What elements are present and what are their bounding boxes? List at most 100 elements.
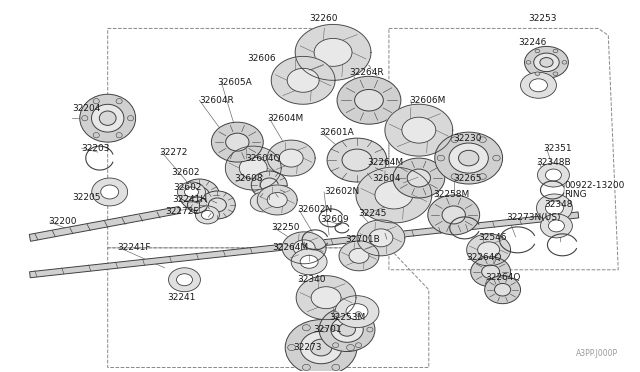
Polygon shape bbox=[296, 276, 356, 320]
Ellipse shape bbox=[540, 214, 572, 238]
Text: 32241H: 32241H bbox=[173, 195, 207, 205]
Ellipse shape bbox=[540, 58, 553, 67]
Ellipse shape bbox=[331, 317, 364, 342]
Ellipse shape bbox=[279, 149, 303, 167]
Ellipse shape bbox=[189, 187, 209, 203]
Ellipse shape bbox=[252, 171, 287, 199]
Text: 32273N(US): 32273N(US) bbox=[507, 214, 561, 222]
Ellipse shape bbox=[484, 276, 520, 304]
Polygon shape bbox=[295, 25, 371, 80]
Ellipse shape bbox=[93, 99, 99, 104]
Ellipse shape bbox=[407, 169, 431, 187]
Ellipse shape bbox=[200, 191, 236, 219]
Polygon shape bbox=[339, 241, 379, 271]
Text: 32348: 32348 bbox=[545, 201, 573, 209]
Text: 32264Q: 32264Q bbox=[467, 253, 502, 262]
Ellipse shape bbox=[367, 327, 373, 332]
Text: 32351: 32351 bbox=[543, 144, 572, 153]
Text: 00922-13200: 00922-13200 bbox=[564, 180, 625, 189]
Text: 32605A: 32605A bbox=[218, 78, 252, 87]
Polygon shape bbox=[29, 206, 180, 241]
Text: 32253: 32253 bbox=[529, 14, 557, 23]
Text: 32230: 32230 bbox=[454, 134, 482, 142]
Ellipse shape bbox=[285, 320, 357, 372]
Ellipse shape bbox=[520, 72, 556, 98]
Ellipse shape bbox=[451, 174, 458, 179]
Ellipse shape bbox=[202, 211, 213, 219]
Ellipse shape bbox=[562, 61, 567, 64]
Ellipse shape bbox=[339, 323, 355, 336]
Ellipse shape bbox=[534, 53, 559, 71]
Ellipse shape bbox=[93, 132, 99, 138]
Text: 32602N: 32602N bbox=[324, 187, 359, 196]
Text: 32265: 32265 bbox=[454, 173, 482, 183]
Ellipse shape bbox=[287, 68, 319, 92]
Ellipse shape bbox=[250, 192, 278, 212]
Ellipse shape bbox=[342, 149, 372, 171]
Ellipse shape bbox=[479, 137, 486, 142]
Text: 32264Q: 32264Q bbox=[486, 273, 521, 282]
Polygon shape bbox=[282, 232, 326, 264]
Ellipse shape bbox=[333, 312, 339, 317]
Ellipse shape bbox=[538, 163, 570, 187]
Text: 32604Q: 32604Q bbox=[245, 154, 281, 163]
Text: 32253M: 32253M bbox=[329, 313, 365, 322]
Text: 32601A: 32601A bbox=[319, 128, 354, 137]
Text: 32602N: 32602N bbox=[297, 205, 332, 214]
Ellipse shape bbox=[184, 187, 198, 197]
Ellipse shape bbox=[179, 179, 220, 211]
Ellipse shape bbox=[337, 76, 401, 124]
Text: 32241F: 32241F bbox=[118, 243, 151, 252]
Ellipse shape bbox=[535, 72, 540, 76]
Text: 32340: 32340 bbox=[297, 275, 326, 284]
Text: 32701: 32701 bbox=[313, 325, 342, 334]
Ellipse shape bbox=[293, 240, 315, 256]
Ellipse shape bbox=[116, 132, 122, 138]
Ellipse shape bbox=[355, 312, 362, 317]
Text: 32250: 32250 bbox=[271, 223, 300, 232]
Ellipse shape bbox=[168, 268, 200, 292]
Text: 32604M: 32604M bbox=[268, 114, 303, 123]
Ellipse shape bbox=[211, 122, 263, 162]
Ellipse shape bbox=[458, 150, 479, 166]
Text: 32264R: 32264R bbox=[349, 68, 383, 77]
Text: 32200: 32200 bbox=[48, 217, 76, 227]
Ellipse shape bbox=[535, 49, 540, 53]
Ellipse shape bbox=[482, 265, 500, 279]
Text: 32204: 32204 bbox=[72, 104, 100, 113]
Ellipse shape bbox=[303, 325, 310, 331]
Text: 32606M: 32606M bbox=[409, 96, 445, 105]
Text: 32348B: 32348B bbox=[536, 158, 571, 167]
Ellipse shape bbox=[260, 178, 278, 192]
Ellipse shape bbox=[477, 242, 500, 258]
Text: 32272E: 32272E bbox=[166, 208, 200, 217]
Ellipse shape bbox=[545, 169, 561, 181]
Text: 32272: 32272 bbox=[159, 148, 188, 157]
Ellipse shape bbox=[355, 90, 383, 111]
Text: 32260: 32260 bbox=[309, 14, 338, 23]
Ellipse shape bbox=[553, 72, 558, 76]
Text: 32604: 32604 bbox=[372, 173, 401, 183]
Polygon shape bbox=[467, 234, 511, 266]
Ellipse shape bbox=[347, 344, 355, 351]
Text: 32609: 32609 bbox=[320, 215, 349, 224]
Ellipse shape bbox=[526, 61, 531, 64]
Ellipse shape bbox=[495, 283, 511, 296]
Ellipse shape bbox=[310, 339, 332, 356]
Ellipse shape bbox=[116, 99, 122, 104]
Ellipse shape bbox=[82, 116, 88, 121]
Ellipse shape bbox=[92, 104, 124, 132]
Polygon shape bbox=[268, 140, 315, 176]
Text: 32245: 32245 bbox=[358, 209, 387, 218]
Ellipse shape bbox=[402, 117, 436, 143]
Ellipse shape bbox=[545, 201, 563, 215]
Text: 32608: 32608 bbox=[234, 173, 263, 183]
Text: 32546: 32546 bbox=[479, 233, 507, 242]
Ellipse shape bbox=[449, 143, 488, 173]
Ellipse shape bbox=[536, 194, 572, 222]
Text: 32241: 32241 bbox=[168, 293, 196, 302]
Ellipse shape bbox=[393, 158, 445, 198]
Ellipse shape bbox=[209, 198, 227, 212]
Polygon shape bbox=[385, 104, 452, 156]
Text: 32205: 32205 bbox=[72, 193, 100, 202]
